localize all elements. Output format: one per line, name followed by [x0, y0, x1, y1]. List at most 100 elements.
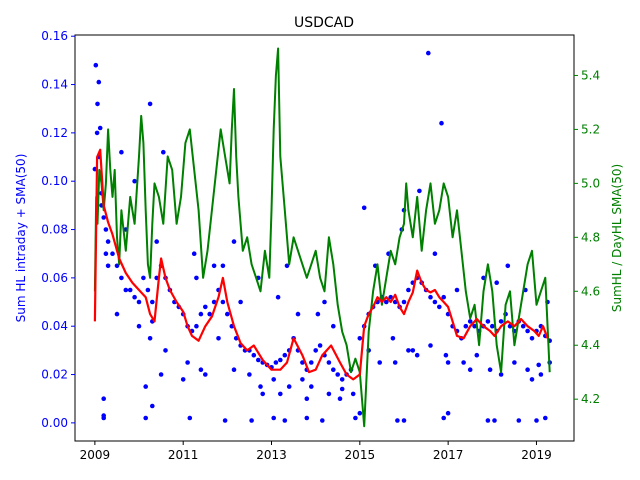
data-point	[487, 367, 493, 373]
data-point	[529, 336, 535, 341]
data-point	[247, 372, 252, 377]
data-point	[461, 360, 466, 365]
data-point	[211, 299, 217, 305]
data-point	[231, 239, 237, 244]
data-point	[536, 362, 541, 368]
data-point	[101, 396, 106, 402]
data-point	[105, 239, 111, 244]
x-tick-label: 2017	[433, 448, 464, 462]
data-point	[231, 367, 237, 373]
data-point	[119, 149, 124, 155]
data-point	[417, 188, 422, 194]
data-point	[105, 263, 111, 269]
y-tick-label: 0.16	[41, 29, 68, 43]
data-point	[93, 62, 99, 68]
data-point	[282, 418, 288, 423]
data-point	[485, 319, 491, 324]
data-point	[284, 263, 290, 269]
y-tick-label: 0.14	[41, 78, 68, 92]
data-point	[251, 352, 257, 358]
data-point	[95, 101, 100, 107]
data-point	[300, 377, 305, 382]
data-point	[361, 205, 367, 211]
data-point	[317, 343, 323, 348]
data-point	[278, 357, 283, 363]
data-point	[136, 323, 142, 329]
data-point	[103, 227, 109, 232]
y2-tick-label: 5.0	[581, 176, 600, 190]
data-point	[498, 372, 504, 377]
data-point	[286, 384, 292, 389]
y2-tick-label: 4.2	[581, 392, 600, 406]
data-point	[538, 372, 544, 377]
y2-tick-label: 5.2	[581, 122, 600, 136]
data-point	[309, 384, 314, 389]
x-tick-label: 2015	[345, 448, 376, 462]
data-point	[119, 275, 124, 281]
data-point	[472, 323, 477, 329]
data-point	[445, 410, 451, 416]
data-point	[101, 215, 106, 220]
data-point	[194, 275, 199, 281]
data-point	[525, 328, 530, 334]
data-point	[467, 367, 473, 373]
data-point	[437, 304, 442, 310]
y2-tick-label: 5.4	[581, 68, 600, 82]
data-point	[94, 130, 100, 136]
data-point	[238, 299, 243, 305]
data-point	[432, 251, 438, 256]
data-point	[143, 384, 148, 389]
data-point	[203, 304, 208, 310]
data-point	[498, 319, 504, 324]
data-point	[220, 263, 226, 269]
x-tick-label: 2019	[521, 448, 552, 462]
data-point	[103, 251, 109, 256]
data-point	[273, 360, 279, 365]
data-point	[331, 323, 336, 329]
data-point	[123, 287, 129, 293]
data-point	[315, 311, 321, 317]
scatter-points	[92, 50, 552, 423]
data-point	[295, 311, 301, 317]
data-point	[150, 299, 155, 305]
data-point	[326, 360, 332, 365]
data-point	[271, 415, 277, 421]
data-point	[127, 287, 133, 293]
data-point	[198, 367, 204, 373]
data-point	[271, 377, 277, 382]
data-point	[322, 299, 327, 305]
data-point	[96, 79, 102, 85]
data-point	[187, 415, 193, 421]
data-point	[529, 377, 535, 382]
data-point	[350, 391, 356, 397]
data-point	[410, 348, 416, 353]
data-point	[255, 357, 261, 363]
data-point	[194, 323, 199, 329]
y-axis-label: Sum HL intraday + SMA(50)	[14, 154, 28, 323]
data-point	[406, 287, 411, 293]
y-tick-label: 0.12	[41, 126, 68, 140]
data-point	[304, 415, 310, 421]
data-point	[97, 125, 103, 131]
data-point	[154, 239, 159, 244]
data-point	[143, 415, 148, 421]
data-point	[390, 336, 396, 341]
y-axis-right: 4.2 4.4 4.6 4.8 5.0 5.2 5.4	[574, 68, 600, 406]
plot-frame	[74, 34, 575, 442]
data-point	[467, 319, 473, 324]
data-point	[441, 294, 447, 300]
data-point	[339, 377, 345, 382]
data-point	[357, 410, 363, 416]
data-point	[185, 360, 190, 365]
data-point	[377, 360, 383, 365]
data-point	[414, 352, 420, 358]
chart-title: USDCAD	[294, 15, 354, 31]
x-tick-label: 2011	[168, 448, 199, 462]
x-tick-label: 2009	[80, 448, 111, 462]
data-point	[150, 403, 155, 409]
data-point	[426, 50, 431, 56]
data-point	[474, 352, 480, 358]
data-point	[249, 418, 254, 423]
data-point	[147, 336, 153, 341]
data-point	[275, 294, 281, 300]
